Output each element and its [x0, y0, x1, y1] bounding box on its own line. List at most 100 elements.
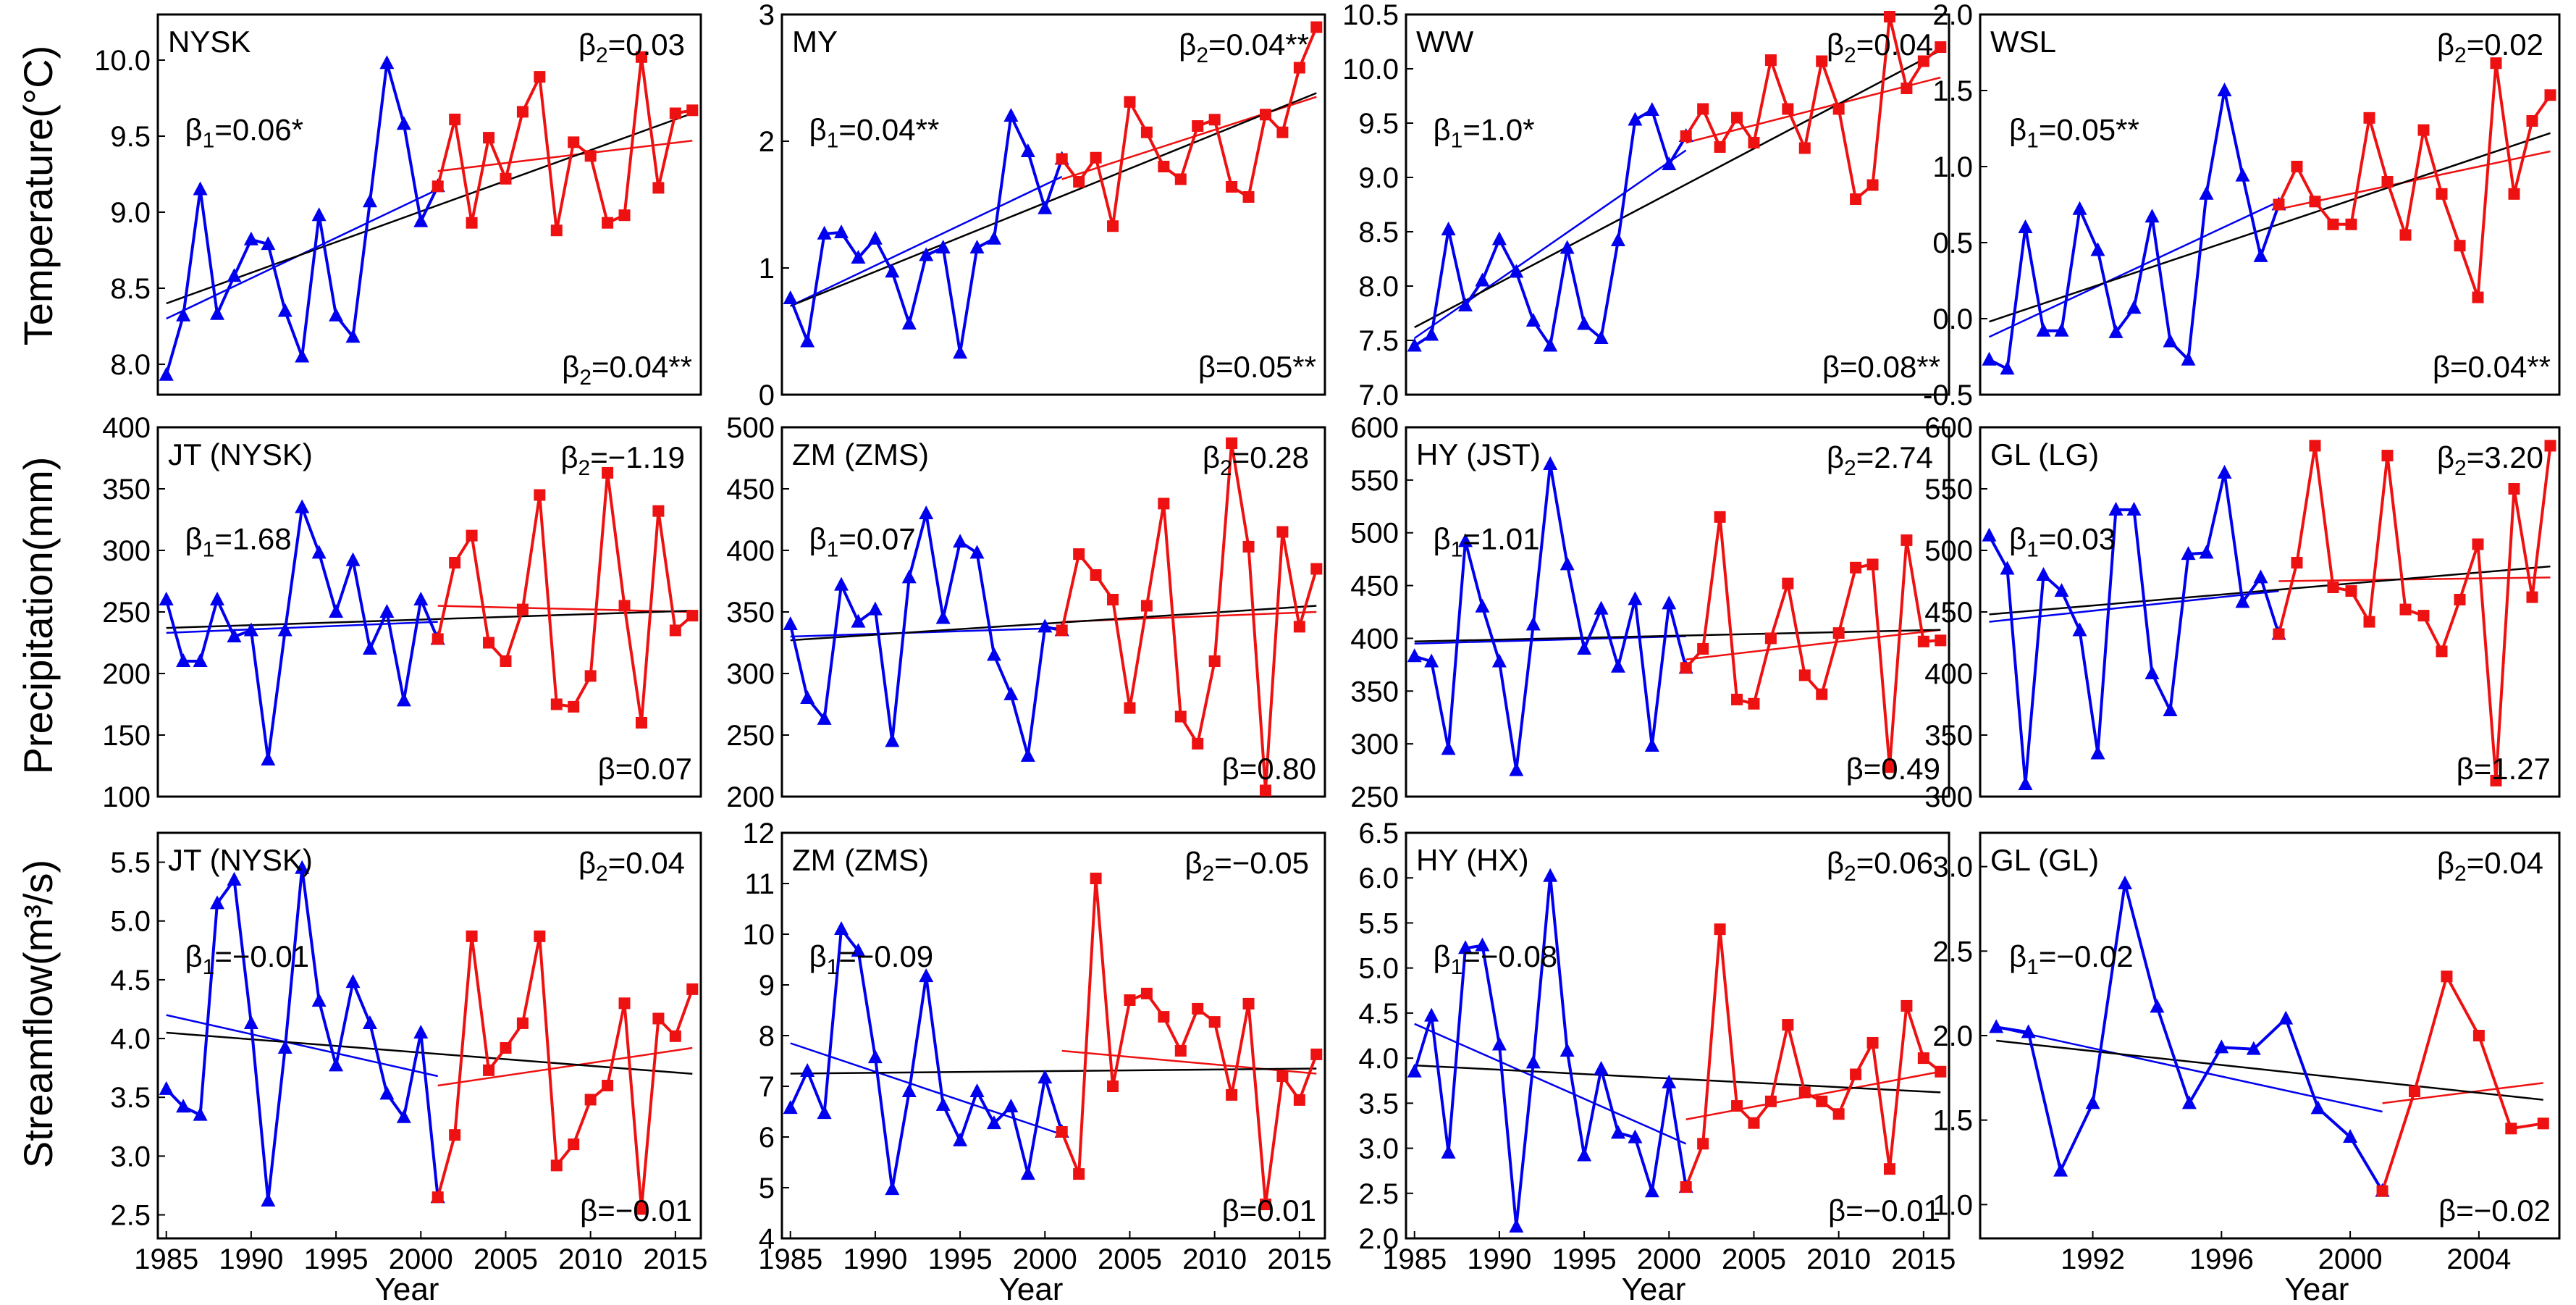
panel-1-point-triangle [362, 193, 377, 208]
panel-11-y-tick-label: 2.0 [1358, 1223, 1399, 1255]
panel-12-trend-line-period2 [2382, 1082, 2543, 1104]
panel-1-point-square [635, 51, 647, 63]
panel-12-beta1-annotation: β1=−0.02 [2009, 939, 2134, 979]
panel-5-point-triangle [329, 604, 344, 618]
panel-12-point-triangle [2118, 876, 2132, 889]
panel-10-point-triangle [901, 1083, 917, 1097]
panel-8-point-triangle [2235, 594, 2250, 608]
panel-6-y-tick-label: 250 [726, 720, 775, 752]
panel-11-point-triangle [1458, 940, 1473, 954]
panel-1-point-square [618, 209, 631, 222]
panel-1-point-square [584, 150, 597, 162]
panel-3-point-square [1731, 112, 1743, 124]
panel-1-y-tick-label: 9.0 [110, 197, 151, 229]
panel-12-x-tick-label: 1996 [2189, 1243, 2254, 1275]
panel-10-y-tick-label: 9 [759, 970, 775, 1002]
panel-5-trend-line-period2 [437, 605, 693, 613]
panel-6-point-square [1259, 784, 1271, 797]
panel-11-point-triangle [1628, 1129, 1643, 1144]
panel-6-point-square [1192, 737, 1204, 750]
panel-2-trend-line-period1 [790, 175, 1063, 307]
panel-7-title: HY (JST) [1416, 437, 1541, 471]
panel-1-point-triangle [379, 55, 395, 70]
panel-7-point-triangle [1628, 591, 1643, 605]
panel-2-point-square [1259, 109, 1271, 121]
panel-10-point-square [1158, 1011, 1170, 1023]
panel-1-beta1-annotation: β1=0.06* [185, 112, 303, 152]
panel-4-point-triangle [2036, 322, 2051, 337]
panel-4-point-triangle [2144, 209, 2160, 223]
panel-1-point-square [449, 113, 461, 125]
panel-6-point-triangle [1037, 618, 1053, 633]
panel-3-point-square [1764, 54, 1777, 66]
panel-2-point-square [1158, 161, 1170, 172]
panel-1-point-square [432, 180, 444, 193]
panel-5-y-tick-label: 150 [102, 720, 151, 752]
panel-10-point-triangle [953, 1132, 968, 1146]
panel-4-point-triangle [2000, 361, 2015, 375]
panel-1-point-square [652, 182, 665, 194]
panel-7-series-line-period2 [1685, 515, 1941, 769]
x-axis-label-col3: Year [1622, 1272, 1686, 1305]
panel-11-point-triangle [1610, 1125, 1625, 1139]
panel-5-point-triangle [311, 545, 327, 559]
panel-6-point-square [1276, 526, 1289, 538]
panel-7-series-line-period1 [1414, 463, 1688, 772]
panel-11-y-tick-label: 4.5 [1358, 998, 1399, 1030]
panel-1-point-square [500, 172, 512, 185]
panel-5-y-tick-label: 100 [102, 781, 151, 813]
panel-2-point-square [1056, 153, 1068, 165]
panel-4-y-tick-label: 1.0 [1932, 151, 1973, 183]
panel-12-series-line-period1 [1995, 882, 2384, 1192]
row-label-precipitation: Precipitation(mm) [15, 457, 61, 775]
panel-4-title: WSL [1990, 25, 2056, 59]
panel-5-y-tick-label: 400 [102, 412, 151, 444]
panel-6-point-square [1310, 563, 1323, 575]
panel-8-y-tick-label: 300 [1924, 781, 1973, 813]
panel-10-beta1-annotation: β1=−0.09 [809, 939, 934, 979]
panel-7-point-square [1748, 697, 1760, 710]
panel-7-point-square [1680, 662, 1692, 674]
panel-10-point-triangle [817, 1105, 832, 1120]
panel-10-point-triangle [1037, 1070, 1053, 1084]
panel-3-point-square [1917, 55, 1929, 67]
panel-9-x-tick-label: 2015 [643, 1243, 707, 1275]
panel-6-y-tick-label: 450 [726, 474, 775, 505]
panel-2-point-triangle [986, 230, 1001, 245]
panel-11-beta-overall-annotation: β=−0.01 [1828, 1193, 1940, 1228]
panel-8-point-square [2526, 591, 2538, 603]
panel-8-trend-line-overall [1989, 565, 2551, 616]
panel-2-frame [780, 13, 1326, 396]
panel-3-point-triangle [1407, 337, 1422, 352]
panel-2-trend-line-overall [790, 92, 1317, 307]
panel-11-point-square [1748, 1117, 1760, 1129]
panel-9-y-tick-label: 3.5 [110, 1082, 151, 1114]
panel-7-point-triangle [1441, 741, 1456, 755]
panel-9-x-tick-label: 1990 [219, 1243, 283, 1275]
panel-3-point-square [1816, 55, 1828, 67]
panel-3-point-triangle [1610, 232, 1625, 246]
panel-6-point-triangle [885, 733, 900, 747]
panel-9-point-square [584, 1094, 597, 1106]
panel-3-point-square [1866, 179, 1879, 191]
panel-11-point-triangle [1509, 1218, 1524, 1233]
panel-6-point-triangle [800, 690, 815, 704]
panel-3-y-tick-label: 10.5 [1342, 0, 1399, 31]
panel-11-y-tick-label: 6.0 [1358, 863, 1399, 894]
panel-1-point-square [516, 106, 529, 118]
panel-9-point-square [618, 997, 631, 1010]
panel-6-point-triangle [953, 534, 968, 548]
panel-3-point-triangle [1594, 330, 1609, 344]
panel-10-point-triangle [935, 1096, 951, 1111]
panel-8-point-square [2291, 557, 2303, 568]
panel-5-point-square [432, 633, 444, 645]
panel-6-point-triangle [986, 647, 1001, 661]
panel-10-point-square [1174, 1045, 1187, 1057]
panel-2-point-triangle [783, 290, 798, 304]
panel-4-point-triangle [2253, 248, 2268, 262]
panel-6-point-triangle [919, 505, 934, 519]
panel-10-beta-overall-annotation: β=0.01 [1222, 1193, 1316, 1228]
panel-3-point-triangle [1441, 222, 1456, 235]
panel-12-series-line-period2 [2381, 975, 2544, 1192]
panel-2-point-triangle [851, 250, 866, 264]
